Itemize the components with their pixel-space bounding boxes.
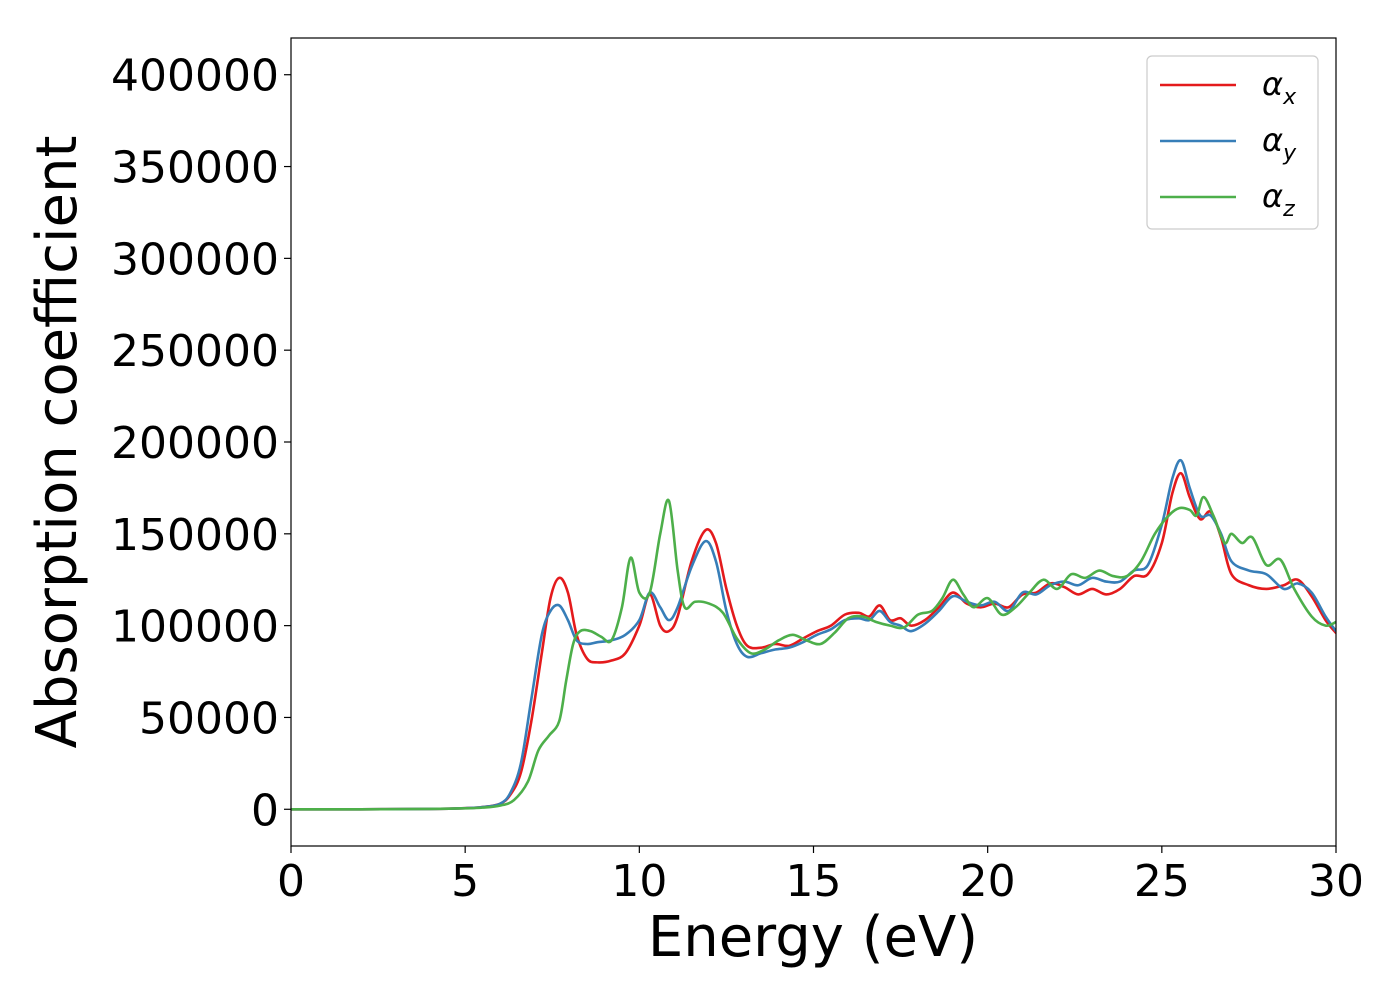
series-line-alpha-x bbox=[291, 471, 1336, 811]
x-tick-label: 0 bbox=[277, 856, 305, 907]
x-tick-label: 25 bbox=[1134, 856, 1190, 907]
y-tick-label: 350000 bbox=[111, 143, 279, 194]
legend: αx αy αz bbox=[1146, 55, 1319, 230]
x-tick-label: 5 bbox=[451, 856, 479, 907]
y-axis-ticks: 0 50000 100000 150000 200000 250000 300000 3500… bbox=[111, 51, 291, 836]
y-tick-label: 50000 bbox=[139, 693, 279, 744]
y-tick-label: 200000 bbox=[111, 418, 279, 469]
x-tick-label: 20 bbox=[960, 856, 1016, 907]
y-tick-label: 300000 bbox=[111, 234, 279, 285]
legend-label-alpha-z: αz bbox=[1262, 177, 1295, 222]
series-line-alpha-y bbox=[291, 458, 1336, 811]
series-layer bbox=[291, 458, 1336, 811]
y-axis-title: Absorption coefficient bbox=[25, 136, 90, 749]
series-line-alpha-z bbox=[291, 495, 1336, 811]
y-tick-label: 250000 bbox=[111, 326, 279, 377]
x-tick-label: 30 bbox=[1308, 856, 1364, 907]
y-tick-label: 100000 bbox=[111, 602, 279, 653]
x-axis-ticks: 0 5 10 15 20 25 30 bbox=[277, 846, 1364, 907]
legend-box bbox=[1146, 55, 1319, 230]
y-tick-label: 400000 bbox=[111, 51, 279, 102]
legend-items: αx αy αz bbox=[1160, 65, 1297, 222]
x-tick-label: 10 bbox=[611, 856, 667, 907]
legend-label-alpha-y: αy bbox=[1262, 121, 1297, 166]
legend-label-alpha-x: αx bbox=[1262, 65, 1297, 110]
x-axis-title: Energy (eV) bbox=[648, 905, 978, 970]
y-tick-label: 150000 bbox=[111, 510, 279, 561]
y-tick-label: 0 bbox=[251, 785, 279, 836]
x-tick-label: 15 bbox=[786, 856, 842, 907]
